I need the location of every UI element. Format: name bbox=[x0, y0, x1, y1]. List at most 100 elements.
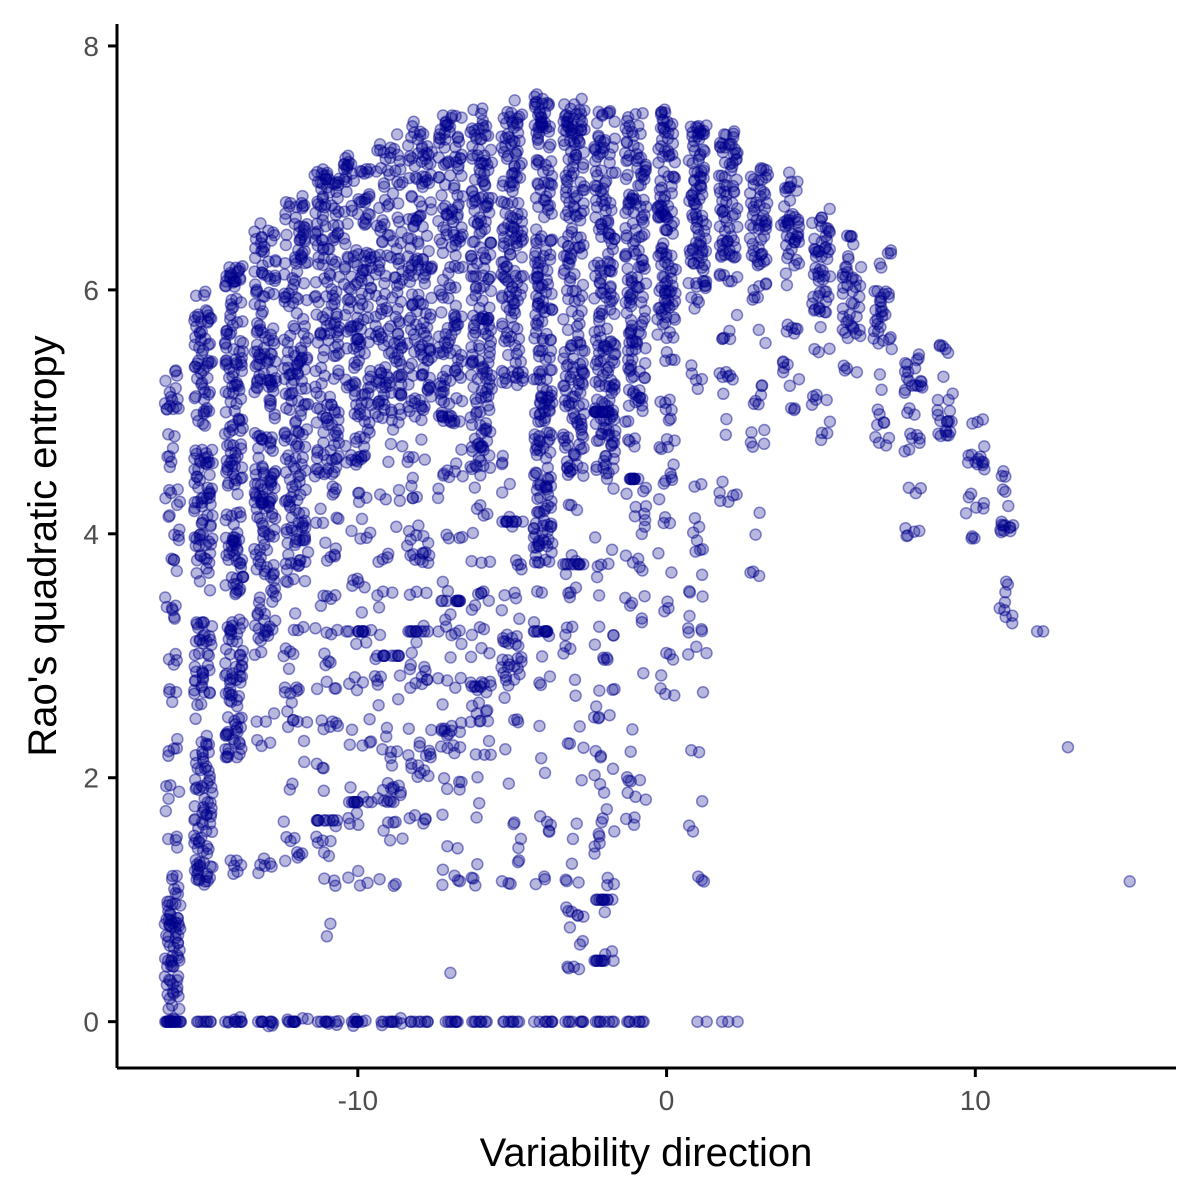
data-point bbox=[188, 836, 201, 850]
data-point bbox=[498, 588, 511, 602]
data-point bbox=[790, 229, 804, 243]
data-point bbox=[329, 879, 342, 892]
data-point bbox=[511, 116, 524, 130]
data-point bbox=[405, 190, 419, 204]
data-point bbox=[197, 382, 210, 396]
data-point bbox=[515, 251, 529, 264]
data-point bbox=[534, 107, 547, 120]
data-point bbox=[424, 262, 438, 276]
data-point bbox=[666, 279, 679, 293]
data-point bbox=[203, 686, 216, 699]
data-point bbox=[637, 484, 650, 498]
data-point bbox=[199, 737, 213, 750]
data-point bbox=[201, 481, 214, 495]
data-point bbox=[228, 274, 241, 288]
data-point bbox=[167, 553, 181, 566]
data-point bbox=[695, 568, 709, 582]
data-point bbox=[233, 582, 247, 596]
data-point bbox=[501, 197, 514, 211]
data-point bbox=[206, 509, 219, 523]
data-point bbox=[169, 1015, 182, 1028]
data-point bbox=[195, 376, 209, 389]
data-point bbox=[200, 359, 214, 373]
data-point bbox=[203, 773, 216, 787]
data-point bbox=[605, 386, 618, 400]
data-point bbox=[432, 171, 446, 184]
data-point bbox=[201, 795, 214, 809]
data-point bbox=[194, 528, 207, 541]
data-point bbox=[636, 564, 649, 577]
data-point bbox=[310, 757, 324, 771]
data-point bbox=[566, 832, 580, 846]
x-tick-label: 10 bbox=[960, 1085, 991, 1116]
data-point bbox=[201, 450, 214, 464]
data-point bbox=[191, 842, 205, 855]
data-point bbox=[637, 168, 650, 182]
data-point bbox=[393, 669, 407, 682]
data-point bbox=[191, 470, 204, 484]
data-point bbox=[436, 370, 450, 384]
data-point bbox=[193, 633, 207, 646]
data-point bbox=[529, 549, 543, 562]
data-point bbox=[395, 439, 409, 453]
data-point bbox=[472, 696, 486, 710]
data-point bbox=[372, 698, 385, 712]
data-point bbox=[913, 432, 926, 445]
data-point bbox=[349, 278, 362, 291]
data-point bbox=[279, 238, 293, 252]
data-point bbox=[589, 154, 602, 168]
data-point bbox=[169, 599, 182, 612]
data-point bbox=[373, 628, 387, 642]
data-point bbox=[496, 449, 510, 463]
data-point bbox=[465, 340, 478, 354]
data-point bbox=[235, 742, 248, 756]
data-point bbox=[996, 483, 1010, 496]
data-point bbox=[163, 939, 177, 953]
data-point bbox=[314, 361, 328, 374]
data-point bbox=[436, 698, 449, 711]
data-point bbox=[204, 807, 218, 820]
data-point bbox=[282, 548, 295, 561]
data-point bbox=[869, 430, 882, 444]
data-point bbox=[226, 319, 239, 332]
data-point bbox=[869, 303, 882, 317]
data-point bbox=[220, 548, 233, 562]
data-point bbox=[224, 688, 237, 702]
data-point bbox=[561, 358, 575, 371]
data-point bbox=[534, 751, 548, 765]
data-point bbox=[197, 856, 211, 869]
data-point bbox=[204, 538, 218, 551]
data-point bbox=[161, 1015, 174, 1028]
data-point bbox=[749, 528, 762, 541]
data-point bbox=[605, 543, 619, 557]
data-point bbox=[170, 741, 184, 755]
data-point bbox=[373, 488, 387, 501]
data-point bbox=[330, 185, 343, 199]
data-point bbox=[479, 327, 492, 340]
data-point bbox=[809, 250, 823, 263]
data-point bbox=[692, 520, 706, 534]
data-point bbox=[248, 251, 262, 265]
data-point bbox=[202, 842, 215, 856]
data-point bbox=[503, 510, 516, 524]
data-point bbox=[685, 359, 698, 372]
data-point bbox=[564, 465, 577, 479]
data-point bbox=[471, 771, 484, 784]
data-point bbox=[629, 248, 643, 261]
data-point bbox=[502, 290, 516, 304]
data-point bbox=[226, 671, 240, 685]
data-point bbox=[251, 381, 264, 395]
data-point bbox=[230, 693, 244, 707]
data-point bbox=[340, 185, 353, 198]
data-point bbox=[403, 811, 416, 825]
data-point bbox=[230, 572, 243, 585]
data-point bbox=[292, 425, 305, 439]
data-point bbox=[173, 943, 186, 957]
data-point bbox=[712, 169, 726, 183]
data-point bbox=[823, 202, 836, 216]
data-point bbox=[190, 532, 203, 545]
data-point bbox=[195, 517, 209, 530]
data-point bbox=[223, 624, 237, 638]
data-point bbox=[405, 646, 418, 660]
data-point bbox=[683, 609, 696, 623]
